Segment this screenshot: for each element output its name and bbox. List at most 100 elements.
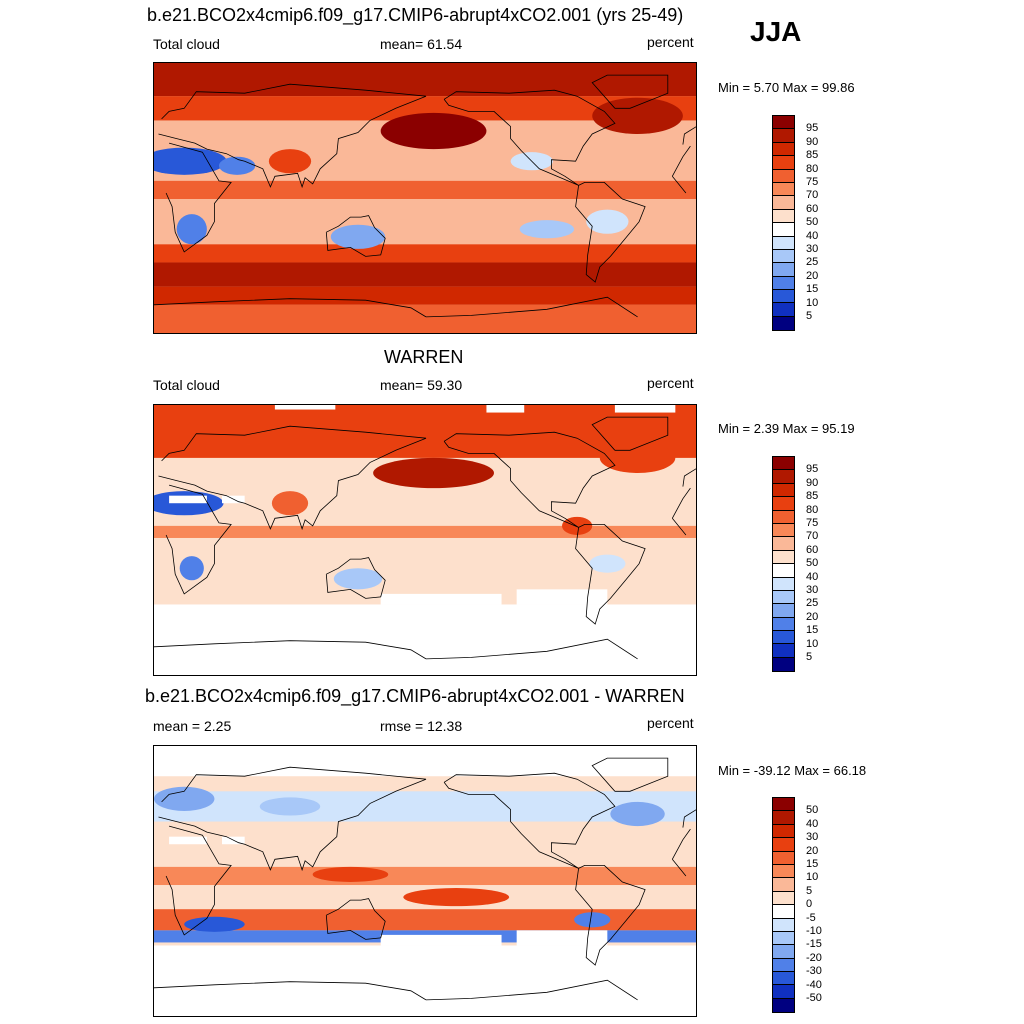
eurasia-outline (158, 83, 696, 189)
colorbar-tick-label: 60 (806, 543, 819, 556)
greenland-outline (591, 74, 669, 109)
colorbar-segment (773, 864, 794, 879)
panel-1-map (153, 62, 697, 334)
colorbar-tick-label: 5 (806, 884, 813, 897)
north-pacific-max (373, 457, 494, 489)
antarctic-coast-band (154, 286, 696, 305)
northern-high-band (154, 405, 696, 458)
colorbar-segment (773, 590, 794, 605)
missing-data (169, 836, 207, 845)
colorbar-tick-label: 85 (806, 490, 819, 503)
colorbar-tick-label: -10 (806, 925, 822, 937)
colorbar-segment (773, 851, 794, 865)
north-atlantic-min (610, 801, 665, 827)
panel-2-mean-label: mean= 59.30 (380, 377, 463, 393)
colorbar-segment (773, 510, 794, 524)
missing-data (274, 405, 336, 410)
colorbar-tick-label: 5 (806, 651, 813, 663)
colorbar-tick-label: 95 (806, 122, 819, 135)
colorbar-segment (773, 564, 794, 578)
panel-3-title: b.e21.BCO2x4cmip6.f09_g17.CMIP6-abrupt4x… (145, 686, 685, 706)
colorbar-tick-label: -15 (806, 938, 822, 951)
panel-1-colorbar: 95 90 85 80 75 70 60 50 40 30 25 20 15 10 5 (772, 115, 818, 332)
australia-outline (325, 898, 386, 940)
north-pacific-max (380, 112, 487, 150)
colorbar-tick-label: 40 (806, 229, 819, 242)
panel-3-units-label: percent (647, 715, 694, 731)
colorbar-tick-label: 70 (806, 530, 819, 543)
colorbar-tick-label: 90 (806, 476, 819, 489)
asia-min (259, 797, 321, 816)
colorbar-segment (773, 470, 794, 484)
colorbar-segment (773, 537, 794, 551)
colorbar-segment (773, 972, 794, 986)
south-indian-min (184, 916, 245, 932)
colorbar-segment (773, 918, 794, 932)
colorbar-tick-label: 60 (806, 202, 819, 215)
panel-3-map-canvas (154, 746, 696, 1016)
panel-2-minmax: Min = 2.39 Max = 95.19 (718, 421, 855, 436)
colorbar-tick-label: 50 (806, 804, 819, 817)
colorbar-tick-label: 15 (806, 858, 819, 870)
missing-data (516, 589, 608, 605)
missing-data (154, 945, 696, 1016)
south-america-outline (575, 865, 646, 966)
north-america-outline (443, 431, 616, 528)
colorbar-segment (773, 998, 794, 1013)
missing-data (154, 604, 696, 675)
north-america-outline (443, 772, 616, 869)
colorbar-segment (773, 457, 794, 471)
africa-outline (165, 142, 691, 253)
panel-3-rmse-label: rmse = 12.38 (380, 718, 463, 734)
colorbar-tick-label: 50 (806, 216, 819, 229)
colorbar-tick-label: 85 (806, 149, 819, 162)
australia-outline (325, 215, 386, 257)
colorbar-segment (773, 316, 794, 331)
south-america-outline (575, 182, 646, 283)
southern-midlat-band (154, 244, 696, 263)
colorbar-segment (773, 631, 794, 645)
colorbar-segment (773, 604, 794, 618)
colorbar-tick-label: -20 (806, 951, 822, 964)
colorbar-segment (773, 891, 794, 906)
missing-data (380, 593, 502, 605)
season-label: JJA (750, 16, 802, 47)
panel-2-variable-label: Total cloud (153, 377, 220, 393)
colorbar-tick-label: 70 (806, 189, 819, 202)
colorbar-tick-label: -50 (806, 992, 822, 1004)
colorbar-segment (773, 958, 794, 973)
itcz-band (154, 180, 696, 199)
colorbar-box (772, 115, 795, 332)
missing-data (169, 495, 207, 504)
panel-1-mean-label: mean= 61.54 (380, 36, 463, 52)
panel-1-map-canvas (154, 63, 696, 333)
missing-data (516, 930, 608, 946)
colorbar-segment (773, 644, 794, 658)
panel-1-variable-label: Total cloud (153, 36, 220, 52)
south-america-outline (575, 524, 646, 625)
panel-1-minmax: Min = 5.70 Max = 99.86 (718, 80, 855, 95)
antarctic-band (154, 304, 696, 333)
panel-3-map (153, 745, 697, 1017)
southern-africa-min (176, 214, 207, 245)
colorbar-tick-label: 15 (806, 283, 819, 296)
greenland-outline (591, 757, 669, 792)
north-atlantic-max (592, 97, 683, 135)
colorbar-tick-label: 90 (806, 135, 819, 148)
missing-data (380, 934, 502, 946)
colorbar-segment (773, 182, 794, 197)
colorbar-tick-label: 10 (806, 296, 819, 309)
colorbar-segment (773, 550, 794, 565)
panel-3-minmax: Min = -39.12 Max = 66.18 (718, 763, 867, 778)
colorbar-segment (773, 276, 794, 291)
panel-1-units-label: percent (647, 34, 694, 50)
colorbar-segment (773, 905, 794, 919)
colorbar-tick-label: 75 (806, 517, 819, 529)
colorbar-segment (773, 196, 794, 210)
colorbar-tick-label: 5 (806, 310, 813, 322)
missing-data (614, 746, 676, 754)
colorbar-segment (773, 129, 794, 143)
colorbar-tick-label: 10 (806, 637, 819, 650)
australia-min (333, 568, 383, 590)
colorbar-segment (773, 577, 794, 591)
